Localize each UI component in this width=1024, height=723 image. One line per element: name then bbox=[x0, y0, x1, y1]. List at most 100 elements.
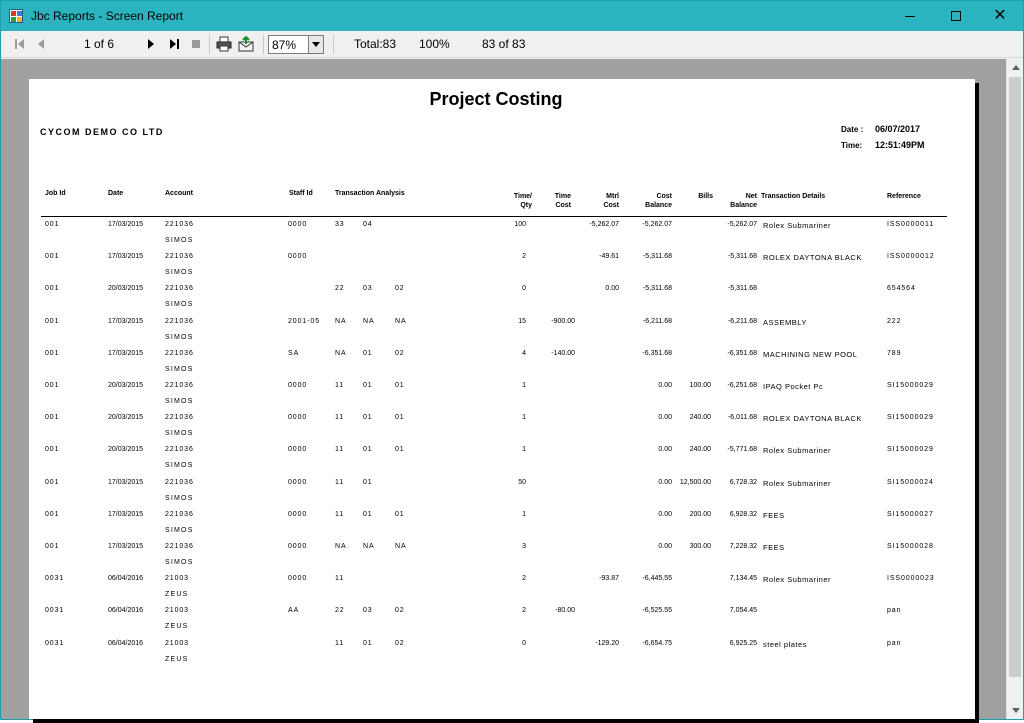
transaction-details-cell: MACHINING NEW POOL bbox=[763, 349, 858, 359]
export-button[interactable] bbox=[237, 36, 255, 52]
net-balance-cell: -6,011.68 bbox=[727, 414, 757, 422]
account-cell: 221036 bbox=[165, 382, 194, 389]
date-cell: 17/03/2015 bbox=[108, 543, 144, 550]
stop-button[interactable] bbox=[190, 36, 202, 52]
date-cell: 06/04/2016 bbox=[108, 639, 144, 647]
previous-page-button[interactable] bbox=[35, 36, 47, 52]
analysis-1-cell: 11 bbox=[335, 575, 345, 583]
staff-id-cell: 2001-05 bbox=[288, 317, 320, 325]
last-page-button[interactable] bbox=[167, 36, 181, 52]
account-name-cell: ZEUS bbox=[165, 655, 189, 663]
title-bar: Jbc Reports - Screen Report ✕ bbox=[1, 1, 1023, 31]
job-id-cell: 001 bbox=[45, 317, 60, 325]
net-balance-cell: 7,228.32 bbox=[729, 543, 757, 550]
report-viewer[interactable]: Project Costing CYCOM DEMO CO LTD Date :… bbox=[1, 59, 1006, 723]
table-row: 001 20/03/2015 221036 0000 11 01 01 1 0.00 100.00… bbox=[29, 380, 975, 412]
last-page-icon bbox=[169, 39, 176, 49]
account-cell: 221036 bbox=[165, 285, 194, 293]
mtrl-cost-cell: -129.20 bbox=[595, 639, 619, 647]
analysis-3-cell: 02 bbox=[395, 349, 405, 357]
mtrl-cost-cell: -49.61 bbox=[599, 253, 619, 261]
maximize-button[interactable] bbox=[933, 1, 979, 31]
printer-icon bbox=[216, 36, 232, 52]
date-cell: 17/03/2015 bbox=[108, 510, 144, 518]
transaction-details-cell: ROLEX DAYTONA BLACK bbox=[763, 253, 862, 263]
account-cell: 221036 bbox=[165, 349, 194, 357]
time-qty-cell: 4 bbox=[522, 349, 526, 357]
vertical-scrollbar[interactable] bbox=[1006, 59, 1023, 719]
job-id-cell: 001 bbox=[45, 253, 60, 261]
table-row: 001 17/03/2015 221036 0000 2 -49.61 -5,311.68 -… bbox=[29, 251, 975, 283]
scroll-up-button[interactable] bbox=[1007, 59, 1024, 76]
staff-id-cell: AA bbox=[288, 607, 300, 615]
table-row: 001 20/03/2015 221036 0000 11 01 01 1 0.00 240.00… bbox=[29, 444, 975, 476]
table-row: 0031 06/04/2016 21003 AA 22 03 02 2 -80.00 -6,525… bbox=[29, 605, 975, 637]
cost-balance-cell: 0.00 bbox=[658, 382, 672, 389]
account-cell: 21003 bbox=[165, 575, 189, 583]
close-button[interactable]: ✕ bbox=[977, 1, 1023, 31]
transaction-details-cell: ROLEX DAYTONA BLACK bbox=[763, 414, 862, 424]
account-name-cell: SIMOS bbox=[165, 333, 194, 341]
net-balance-cell: 7,134.45 bbox=[729, 575, 757, 583]
report-toolbar: 1 of 6 87% bbox=[1, 31, 1023, 58]
analysis-2-cell: 01 bbox=[363, 639, 373, 647]
page-indicator: 1 of 6 bbox=[84, 37, 115, 51]
report-title: Project Costing bbox=[429, 89, 563, 109]
reference-cell: 789 bbox=[887, 349, 902, 357]
print-button[interactable] bbox=[215, 36, 233, 52]
table-row: 001 17/03/2015 221036 0000 11 01 01 1 0.00 200.00… bbox=[29, 509, 975, 541]
export-icon bbox=[238, 36, 254, 52]
account-cell: 221036 bbox=[165, 446, 194, 454]
reference-cell: pan bbox=[887, 607, 902, 615]
account-name-cell: SIMOS bbox=[165, 462, 194, 470]
header-net-balance: Net Balance bbox=[730, 193, 757, 209]
account-cell: 21003 bbox=[165, 639, 189, 647]
next-page-button[interactable] bbox=[145, 36, 157, 52]
analysis-1-cell: 22 bbox=[335, 285, 345, 293]
minimize-button[interactable] bbox=[887, 1, 933, 31]
analysis-3-cell: NA bbox=[395, 317, 407, 325]
analysis-3-cell: 01 bbox=[395, 382, 405, 389]
transaction-details-cell: FEES bbox=[763, 543, 785, 552]
staff-id-cell: 0000 bbox=[288, 253, 308, 261]
cost-balance-cell: 0.00 bbox=[658, 478, 672, 486]
bills-cell: 300.00 bbox=[689, 543, 711, 550]
stop-icon bbox=[192, 40, 200, 48]
time-qty-cell: 3 bbox=[522, 543, 526, 550]
report-date: 06/07/2017 bbox=[875, 124, 921, 134]
scroll-down-button[interactable] bbox=[1007, 702, 1024, 719]
zoom-dropdown-button[interactable] bbox=[308, 36, 323, 53]
analysis-1-cell: NA bbox=[335, 317, 347, 325]
scroll-thumb[interactable] bbox=[1009, 77, 1021, 677]
account-cell: 221036 bbox=[165, 317, 194, 325]
cost-balance-cell: -6,351.68 bbox=[642, 349, 672, 357]
zoom-select[interactable]: 87% bbox=[268, 35, 324, 54]
account-name-cell: SIMOS bbox=[165, 365, 194, 373]
first-page-button[interactable] bbox=[12, 36, 26, 52]
staff-id-cell: 0000 bbox=[288, 414, 308, 422]
date-cell: 17/03/2015 bbox=[108, 253, 144, 261]
analysis-2-cell: 01 bbox=[363, 414, 373, 422]
transaction-details-cell: ASSEMBLY bbox=[763, 317, 807, 327]
total-records: Total:83 bbox=[354, 37, 397, 51]
time-qty-cell: 50 bbox=[518, 478, 526, 486]
zoom-value: 87% bbox=[272, 38, 297, 52]
toolbar-divider bbox=[333, 35, 334, 54]
date-cell: 17/03/2015 bbox=[108, 221, 144, 228]
app-icon bbox=[9, 9, 23, 23]
job-id-cell: 001 bbox=[45, 285, 60, 293]
header-cost-balance: Cost Balance bbox=[645, 193, 672, 209]
analysis-2-cell: 01 bbox=[363, 349, 373, 357]
next-page-icon bbox=[148, 39, 154, 49]
job-id-cell: 0031 bbox=[45, 639, 65, 647]
net-balance-cell: -5,771.68 bbox=[727, 446, 757, 454]
header-rule bbox=[41, 216, 947, 217]
toolbar-divider bbox=[263, 35, 264, 54]
analysis-2-cell: NA bbox=[363, 543, 375, 550]
minimize-icon bbox=[905, 15, 915, 17]
reference-cell: SI15000028 bbox=[887, 543, 934, 550]
analysis-2-cell: 03 bbox=[363, 607, 373, 615]
time-qty-cell: 1 bbox=[522, 382, 526, 389]
account-name-cell: SIMOS bbox=[165, 494, 194, 502]
table-row: 001 17/03/2015 221036 0000 33 04 100 -5,262.07 -… bbox=[29, 219, 975, 251]
